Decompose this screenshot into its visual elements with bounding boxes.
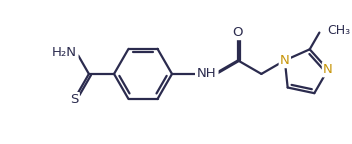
Text: H₂N: H₂N bbox=[52, 46, 77, 59]
Text: S: S bbox=[70, 93, 78, 106]
Text: H₂N: H₂N bbox=[52, 46, 77, 59]
Text: NH: NH bbox=[197, 67, 216, 80]
Text: S: S bbox=[70, 93, 78, 106]
Text: N: N bbox=[323, 63, 333, 76]
Text: NH: NH bbox=[197, 67, 216, 80]
Text: O: O bbox=[233, 26, 243, 39]
Text: N: N bbox=[281, 54, 291, 67]
Text: N: N bbox=[280, 54, 290, 67]
Text: CH₃: CH₃ bbox=[327, 24, 350, 37]
Text: O: O bbox=[233, 26, 243, 39]
